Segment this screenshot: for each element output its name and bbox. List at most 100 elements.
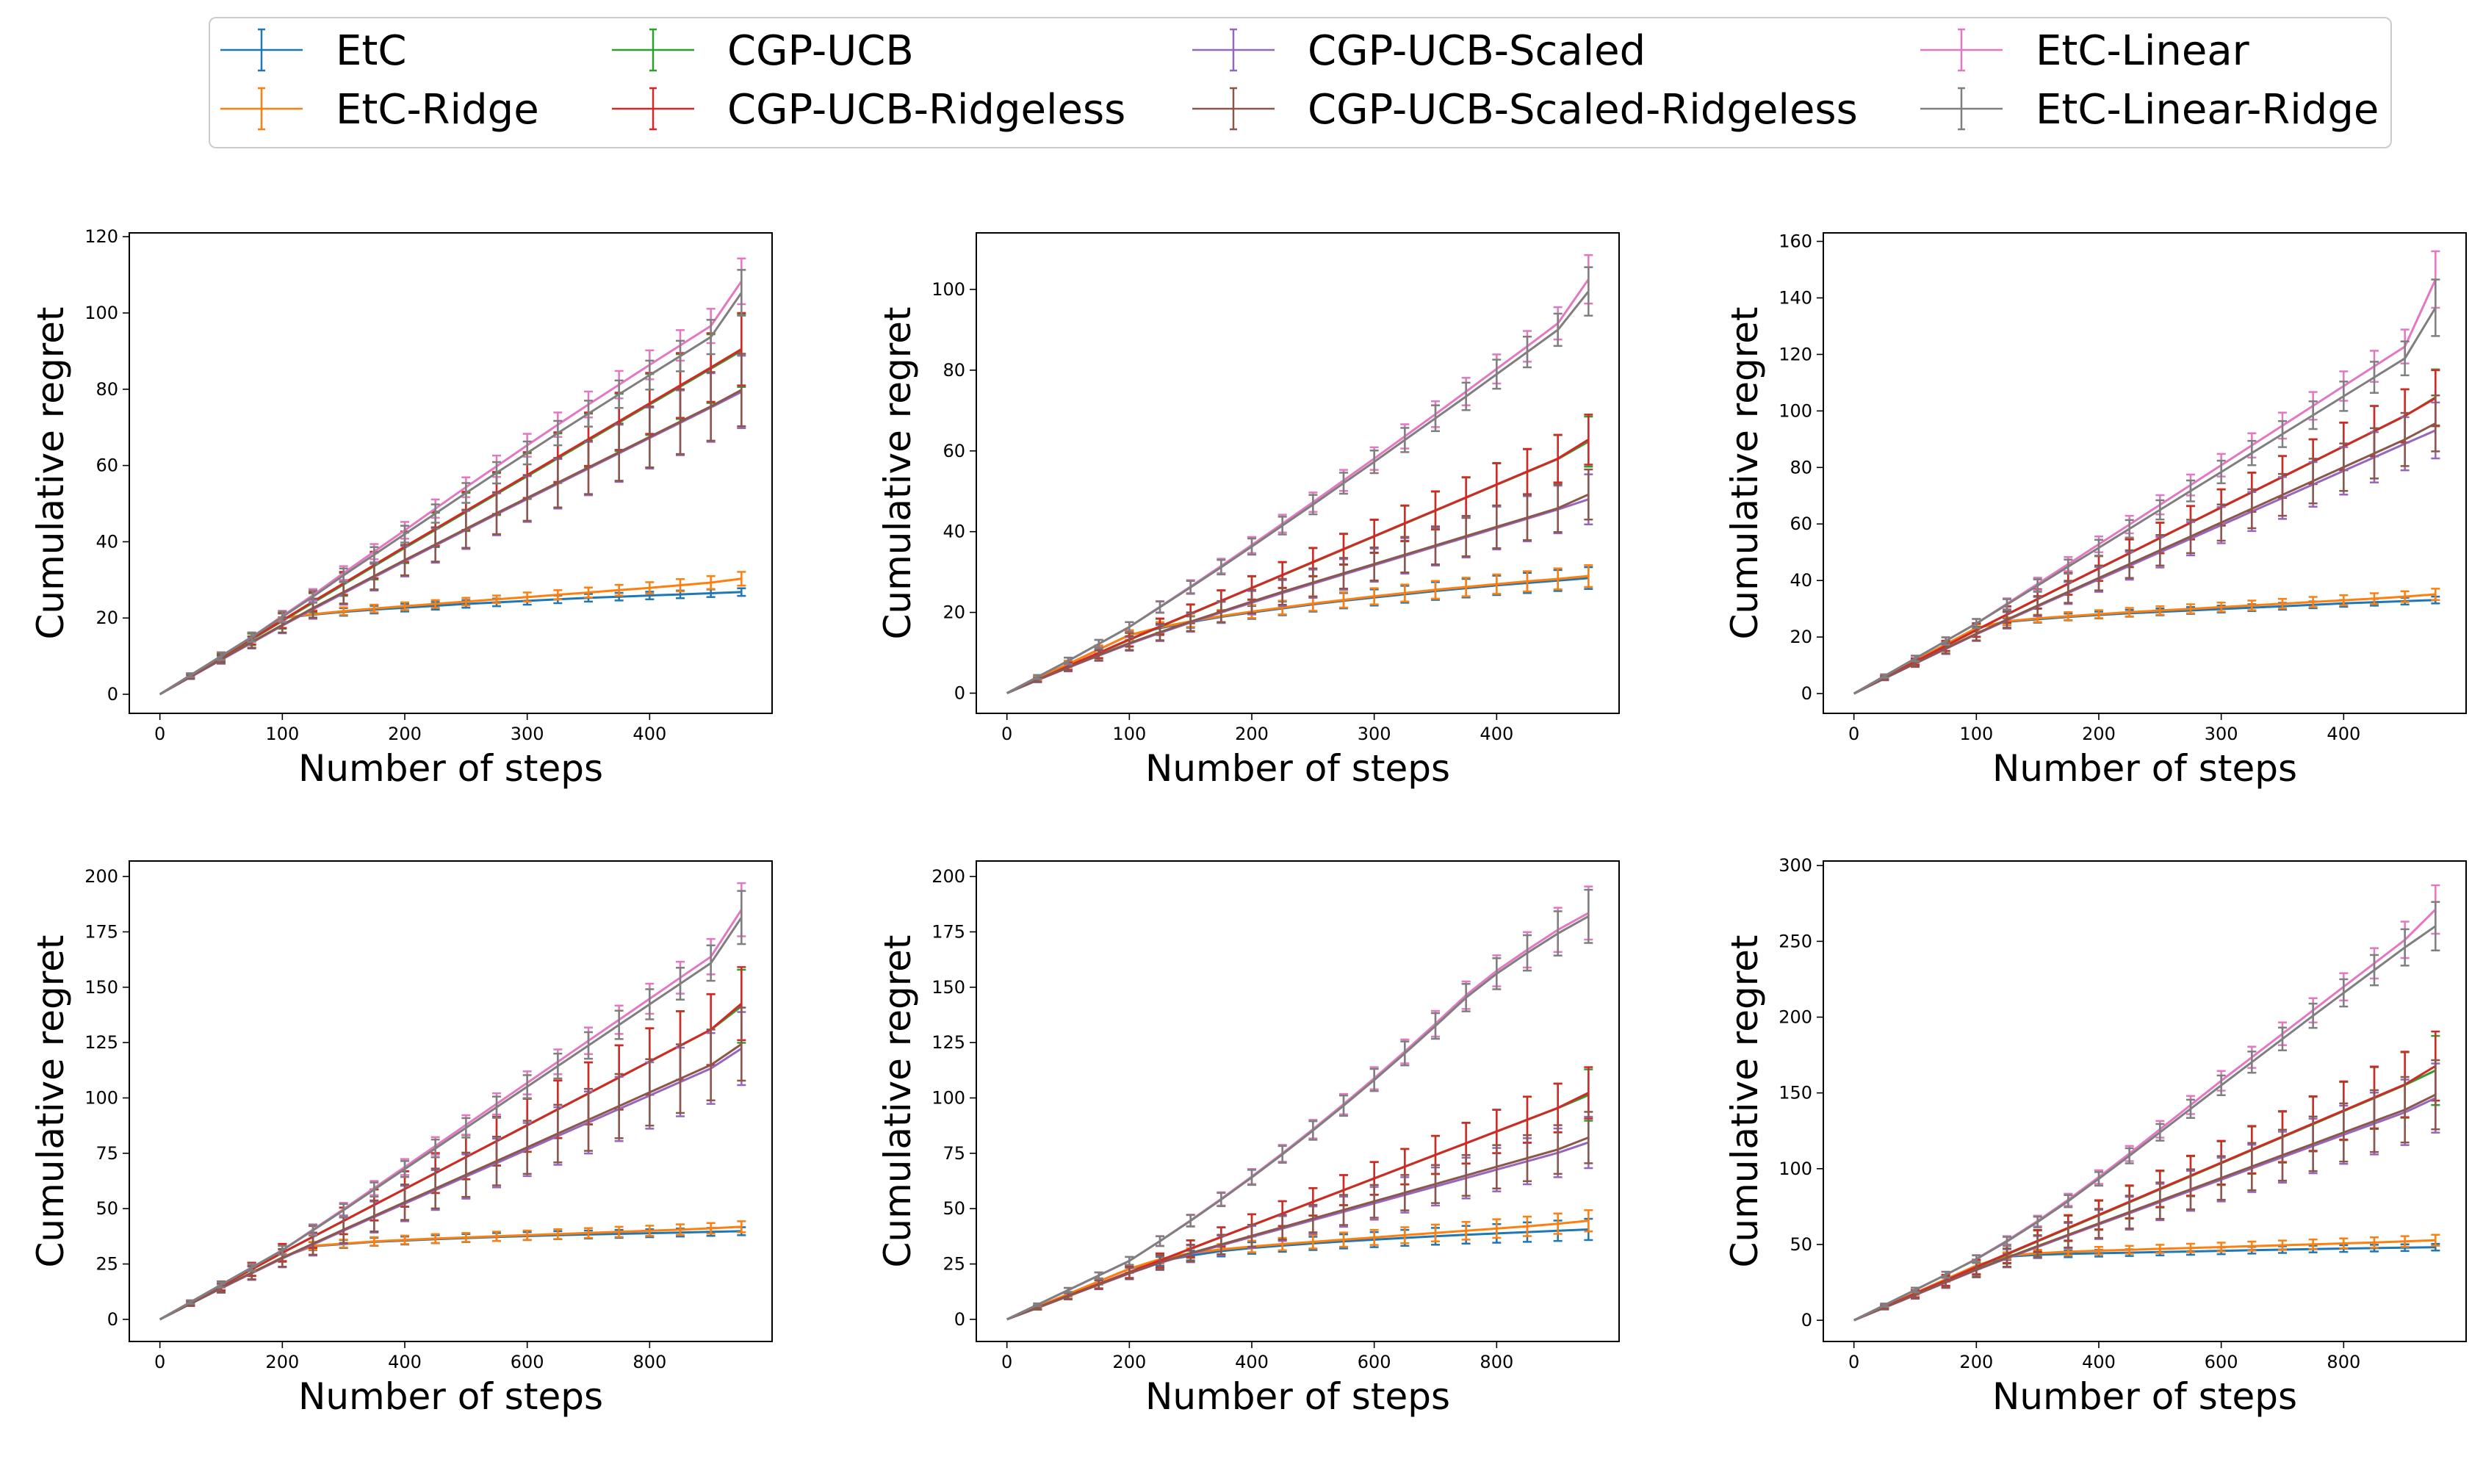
y-tick-label: 50 [1790,1234,1812,1255]
series-line [1853,1093,2436,1322]
y-tick-label: 60 [96,455,118,476]
series-line [1853,422,2436,695]
y-tick-label: 75 [96,1143,118,1164]
y-axis-label: Cumulative regret [1723,306,1766,639]
series-line [1006,290,1590,694]
y-tick-label: 40 [943,522,965,542]
y-tick-label: 175 [84,921,118,942]
y-tick-label: 0 [107,1309,118,1330]
series [1006,468,1593,694]
x-axis-label: Number of steps [298,747,603,790]
plot-frame [1823,860,2467,1342]
x-tick-label: 400 [1235,1352,1269,1372]
y-tick-label: 0 [954,1309,965,1330]
plot-area [976,861,1619,1341]
x-tick-label: 800 [633,1352,666,1372]
y-tick-label: 20 [1790,627,1812,647]
legend-item: CGP-UCB [612,27,914,75]
x-tick-label: 100 [1959,724,1993,744]
y-tick-label: 160 [1779,231,1812,252]
x-axis-label: Number of steps [1992,1375,2297,1418]
chart-panel: 0 200 400 600 800 0 25 50 75 100 125 150 175 200 Numbe… [876,860,1620,1418]
x-tick-label: 400 [2327,724,2360,744]
y-tick-label: 100 [84,303,118,323]
legend-label: EtC-Ridge [336,86,539,134]
series [1006,266,1593,694]
plot-frame [129,860,773,1342]
series-line [159,292,743,696]
series-line [1006,493,1589,694]
x-tick-label: 400 [2082,1352,2116,1372]
x-tick-label: 800 [1480,1352,1513,1372]
y-tick-label: 120 [84,226,118,247]
legend-item: CGP-UCB-Scaled-Ridgeless [1192,86,1858,134]
series [1006,888,1593,1321]
series-line [1853,593,2436,695]
plot-area [1823,861,2466,1341]
series-line [1006,439,1590,694]
y-axis-label: Cumulative regret [876,934,919,1267]
series-line [1006,1220,1589,1321]
series-line [1853,1065,2437,1322]
x-tick-label: 200 [1235,724,1269,744]
chart-panel: 0 100 200 300 400 0 20 40 60 80 100 120 Number of st… [29,226,773,790]
plot-area [129,233,772,713]
y-tick-label: 0 [107,684,118,705]
x-tick-label: 300 [2205,724,2238,744]
chart-panel: 0 100 200 300 400 0 20 40 60 80 100 120 140 160 Number… [1723,231,2467,790]
series [1853,278,2440,695]
x-axis-label: Number of steps [1145,747,1450,790]
chart-panel: 0 200 400 600 800 0 25 50 75 100 125 150 175 200 Numbe… [29,860,773,1418]
x-tick-label: 200 [265,1352,299,1372]
chart-panel: 0 200 400 600 800 0 50 100 150 200 250 300 Number of… [1723,855,2467,1418]
y-tick-label: 80 [943,360,965,381]
x-tick-label: 800 [2327,1352,2360,1372]
series-line [159,1002,743,1321]
y-tick-label: 300 [1779,855,1812,876]
plot-frame [976,860,1620,1342]
series-line [1853,925,2437,1322]
y-tick-label: 100 [931,279,965,300]
x-tick-label: 100 [1112,724,1146,744]
y-tick-label: 200 [1779,1006,1812,1027]
y-axis-label: Cumulative regret [876,306,919,639]
y-tick-label: 50 [943,1198,965,1219]
y-tick-label: 150 [84,977,118,998]
series [159,890,746,1321]
x-tick-label: 400 [388,1352,422,1372]
y-tick-label: 100 [931,1087,965,1108]
legend-item: CGP-UCB-Ridgeless [612,86,1125,134]
x-tick-label: 300 [511,724,544,744]
y-tick-label: 0 [1801,1310,1812,1330]
y-tick-label: 20 [943,602,965,623]
legend-label: CGP-UCB-Ridgeless [727,86,1125,134]
x-tick-label: 400 [633,724,666,744]
legend-item: EtC-Linear-Ridge [1920,86,2379,134]
series-line [1006,574,1589,694]
y-tick-label: 100 [84,1087,118,1108]
y-tick-label: 250 [1779,931,1812,951]
plot-frame [129,232,773,714]
chart-panel: 0 100 200 300 400 0 20 40 60 80 100 Number of steps… [876,232,1620,790]
x-tick-label: 0 [1848,724,1859,744]
x-tick-label: 0 [1848,1352,1859,1372]
plot-area [129,861,772,1341]
x-tick-label: 200 [1112,1352,1146,1372]
y-tick-label: 125 [84,1032,118,1053]
x-tick-label: 100 [265,724,299,744]
plot-frame [1823,232,2467,714]
y-tick-label: 125 [931,1032,965,1053]
series-line [159,1042,743,1321]
y-tick-label: 150 [1779,1083,1812,1103]
y-tick-label: 80 [1790,457,1812,478]
y-tick-label: 25 [96,1254,118,1275]
y-tick-label: 120 [1779,344,1812,364]
y-axis-label: Cumulative regret [29,934,72,1267]
legend-item: EtC-Linear [1920,27,2250,75]
y-tick-label: 75 [943,1143,965,1164]
y-axis-label: Cumulative regret [29,306,72,639]
y-tick-label: 150 [931,977,965,998]
x-tick-label: 0 [154,724,165,744]
y-tick-label: 175 [931,921,965,942]
